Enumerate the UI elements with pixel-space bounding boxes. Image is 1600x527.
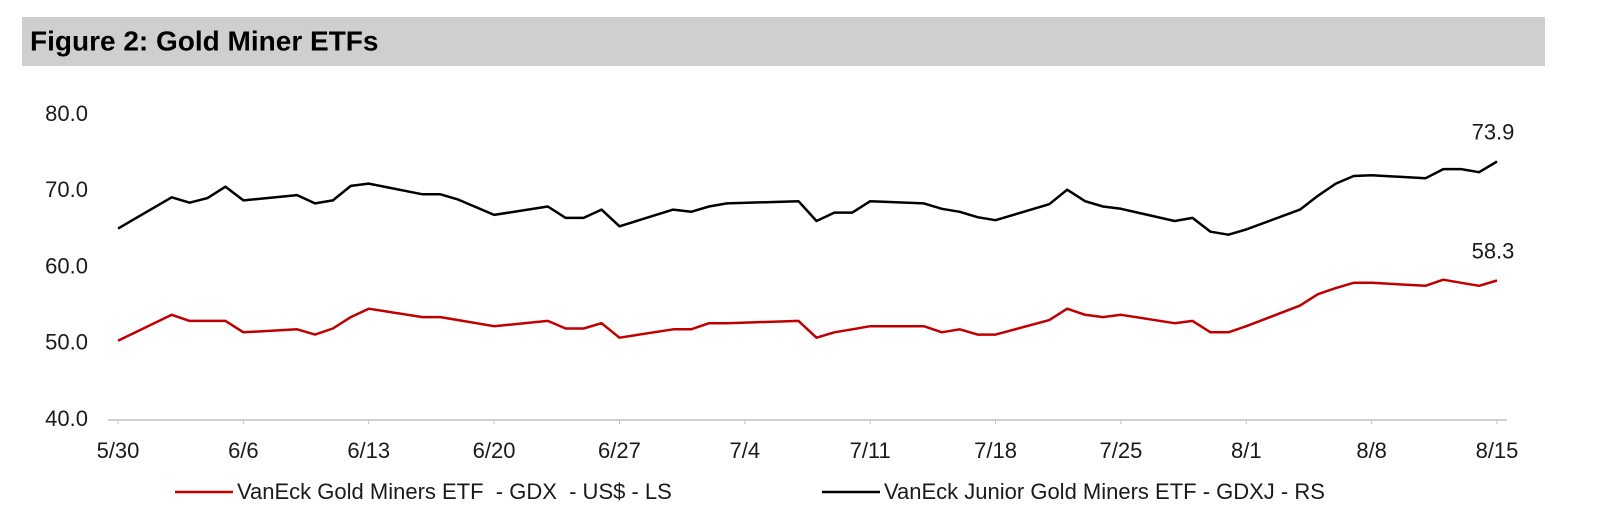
x-tick-label: 7/25 xyxy=(1099,438,1142,463)
end-value-label: 73.9 xyxy=(1472,119,1515,144)
x-tick-label: 5/30 xyxy=(97,438,140,463)
x-tick-label: 8/15 xyxy=(1476,438,1519,463)
x-tick-label: 8/1 xyxy=(1231,438,1262,463)
y-tick-label: 60.0 xyxy=(45,253,88,278)
series-line xyxy=(117,278,1498,342)
y-tick-label: 50.0 xyxy=(45,330,88,355)
x-tick-label: 7/4 xyxy=(730,438,761,463)
title-bar xyxy=(22,17,1545,66)
x-tick-label: 7/11 xyxy=(850,438,891,463)
y-tick-label: 70.0 xyxy=(45,177,88,202)
x-tick-label: 7/18 xyxy=(974,438,1017,463)
legend-label: VanEck Gold Miners ETF - GDX - US$ - LS xyxy=(237,479,672,504)
y-tick-label: 40.0 xyxy=(45,406,88,431)
chart-title: Figure 2: Gold Miner ETFs xyxy=(30,25,378,56)
series-line xyxy=(117,160,1498,236)
x-tick-label: 8/8 xyxy=(1356,438,1387,463)
legend-label: VanEck Junior Gold Miners ETF - GDXJ - R… xyxy=(884,479,1325,504)
x-tick-label: 6/13 xyxy=(347,438,390,463)
x-tick-label: 6/27 xyxy=(598,438,641,463)
end-value-label: 58.3 xyxy=(1472,238,1515,263)
x-tick-label: 6/6 xyxy=(228,438,259,463)
y-tick-label: 80.0 xyxy=(45,101,88,126)
x-tick-label: 6/20 xyxy=(473,438,516,463)
